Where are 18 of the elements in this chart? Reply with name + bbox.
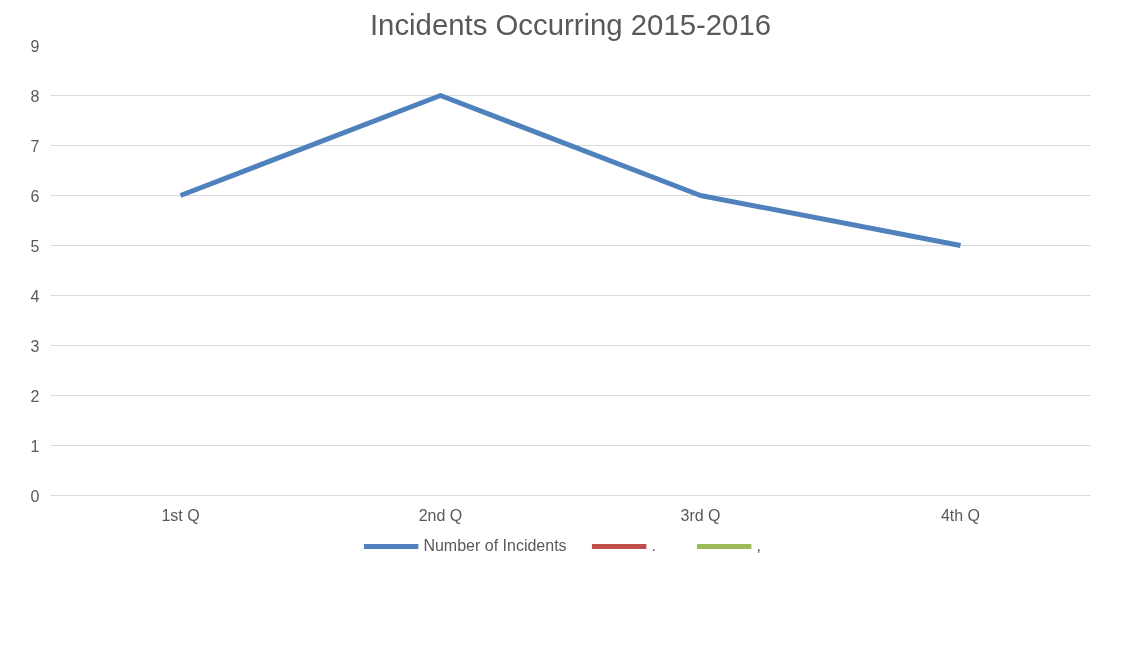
x-tick-label: 3rd Q (680, 506, 721, 524)
y-tick-label: 9 (30, 37, 40, 55)
y-tick-label: 5 (30, 237, 40, 255)
y-tick-label: 2 (30, 387, 40, 405)
y-tick-label: 1 (30, 437, 40, 455)
y-tick-label: 8 (30, 87, 40, 105)
legend-label: Number of Incidents (423, 537, 567, 555)
y-tick-label: 6 (30, 187, 40, 205)
y-tick-label: 7 (30, 137, 40, 155)
legend-label: . (651, 537, 658, 555)
chart-title: Incidents Occurring 2015-2016 (369, 7, 772, 41)
x-tick-label: 1st Q (161, 506, 200, 524)
y-tick-label: 0 (30, 487, 40, 505)
x-tick-label: 4th Q (940, 506, 981, 524)
y-tick-label: 4 (30, 287, 40, 305)
y-tick-label: 3 (30, 337, 40, 355)
legend-label: , (756, 537, 763, 555)
x-tick-label: 2nd Q (418, 506, 463, 524)
